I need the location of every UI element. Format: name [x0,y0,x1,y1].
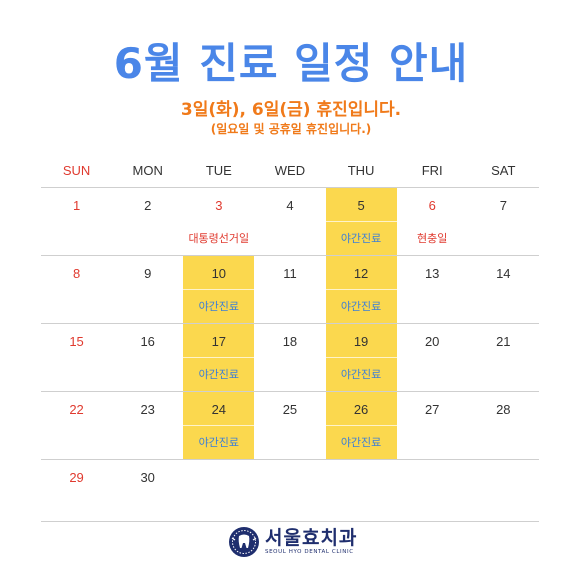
day-number: 9 [144,266,152,281]
day-number: 7 [499,198,507,213]
weekday-mon: MON [132,163,163,178]
day-cell: 10 야간진료 [183,256,255,323]
day-number: 10 [211,266,227,281]
day-cell: 1 [41,188,112,255]
day-cell: 17 야간진료 [183,324,255,391]
night-clinic-label: 야간진료 [325,425,397,450]
closure-notice: 3일(화), 6일(금) 휴진입니다. [180,100,402,120]
day-cell: 20 [397,324,468,391]
day-number: 4 [286,198,294,213]
clinic-logo: 서울효치과 SEOUL HYO DENTAL CLINIC [228,526,357,558]
day-cell: 30 [112,460,183,527]
day-number: 8 [72,266,81,281]
day-cell: 8 [41,256,112,323]
clinic-name-en: SEOUL HYO DENTAL CLINIC [265,549,354,555]
night-clinic-label: 야간진료 [183,357,255,382]
weekday-wed: WED [274,163,306,178]
day-cell: 16 [112,324,183,391]
day-number: 19 [353,334,369,349]
day-number: 25 [282,402,298,417]
day-cell: 5 야간진료 [325,188,397,255]
day-number: 18 [282,334,298,349]
day-number: 23 [140,402,155,417]
day-number: 16 [140,334,155,349]
day-number: 30 [140,470,155,485]
day-number: 15 [69,334,84,349]
day-cell: 24 야간진료 [183,392,255,459]
day-number: 24 [211,402,227,417]
weekday-sun: SUN [62,163,91,178]
day-number: 17 [211,334,227,349]
day-cell: 3 대통령선거일 [183,188,254,255]
day-number: 22 [69,402,84,417]
day-number: 26 [353,402,369,417]
day-number: 3 [215,198,223,213]
weekday-header: SUN MON TUE WED THU FRI SAT [41,154,539,187]
day-cell: 26 야간진료 [325,392,397,459]
day-number: 11 [283,266,297,281]
day-cell: 22 [41,392,112,459]
day-number: 13 [424,266,440,281]
day-cell: 9 [112,256,183,323]
day-cell: 27 [397,392,468,459]
day-number: 5 [357,198,365,213]
day-number: 28 [496,402,511,417]
day-cell: 21 [468,324,539,391]
day-cell: 19 야간진료 [325,324,397,391]
holiday-note: (일요일 및 공휴일 휴진입니다.) [210,122,372,136]
clinic-name-ko: 서울효치과 [265,527,358,549]
calendar-week: 15 16 17 야간진료 18 19 야간진료 20 21 [41,323,539,391]
holiday-label: 현충일 [417,232,448,245]
day-cell: 13 [397,256,468,323]
day-number: 12 [353,266,369,281]
day-number: 20 [424,334,440,349]
empty-cell [183,460,254,527]
day-cell: 11 [254,256,325,323]
empty-cell [326,460,397,527]
day-number: 27 [424,402,440,417]
holiday-label: 대통령선거일 [188,232,250,245]
day-cell: 23 [112,392,183,459]
calendar-week: 8 9 10 야간진료 11 12 야간진료 13 14 [41,255,539,323]
weekday-tue: TUE [205,163,232,178]
day-number: 1 [72,198,81,213]
empty-cell [254,460,325,527]
night-clinic-label: 야간진료 [325,221,397,246]
day-cell: 2 [112,188,183,255]
day-cell: 6 현충일 [397,188,468,255]
divider [41,521,539,522]
calendar-week: 1 2 3 대통령선거일 4 5 야간진료 6 현충일 7 [41,187,539,255]
day-number: 2 [144,198,152,213]
day-cell: 4 [254,188,325,255]
day-number: 29 [69,470,84,485]
night-clinic-label: 야간진료 [325,357,397,382]
calendar-weeks: 1 2 3 대통령선거일 4 5 야간진료 6 현충일 7 8 9 10 야간진료 11 12 야간진료 13 14… [41,187,539,527]
calendar: SUN MON TUE WED THU FRI SAT 1 2 3 대통령선거일 4 5 야… [41,154,539,527]
day-cell: 15 [41,324,112,391]
day-number: 14 [496,266,511,281]
night-clinic-label: 야간진료 [183,289,255,314]
calendar-week: 29 30 [41,459,539,527]
day-cell: 28 [468,392,539,459]
calendar-week: 22 23 24 야간진료 25 26 야간진료 27 28 [41,391,539,459]
day-cell: 18 [254,324,325,391]
day-cell: 25 [254,392,325,459]
day-cell: 7 [468,188,539,255]
day-number: 6 [428,198,436,213]
weekday-thu: THU [347,163,375,178]
day-cell: 29 [41,460,112,527]
night-clinic-label: 야간진료 [325,289,397,314]
day-number: 21 [496,334,511,349]
night-clinic-label: 야간진료 [183,425,255,450]
page-title: 6월 진료 일정 안내 [113,39,469,88]
weekday-sat: SAT [491,163,516,178]
empty-cell [397,460,468,527]
day-cell: 14 [468,256,539,323]
weekday-fri: FRI [421,163,443,178]
day-cell: 12 야간진료 [325,256,397,323]
empty-cell [468,460,539,527]
tooth-emblem-icon [229,527,259,557]
